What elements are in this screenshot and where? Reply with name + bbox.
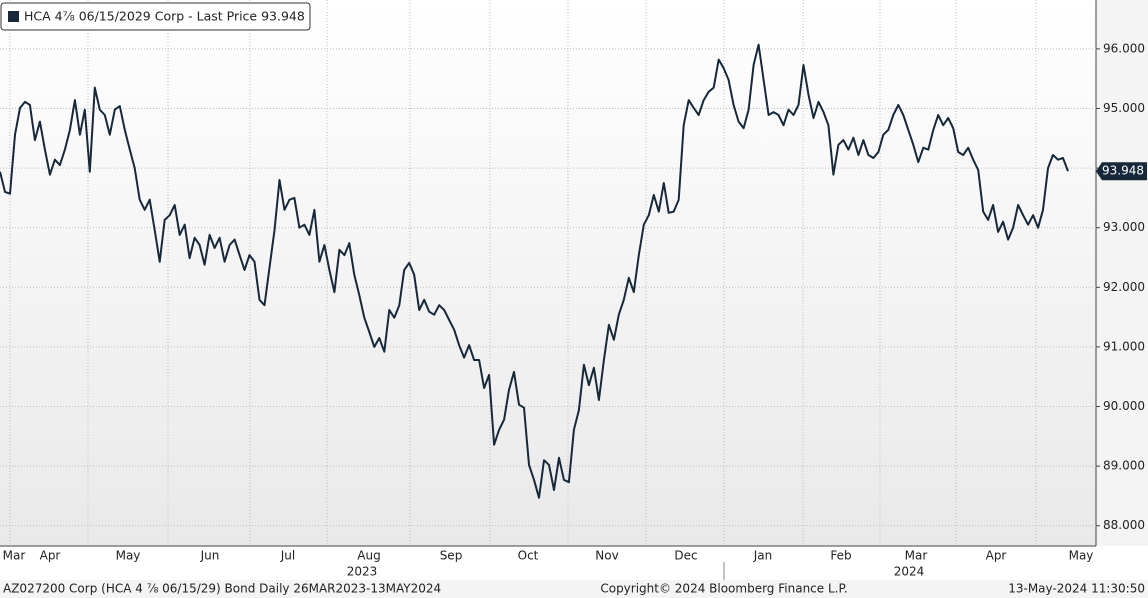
y-tick-label: 90.000: [1103, 399, 1145, 413]
y-tick-label: 88.000: [1103, 518, 1145, 532]
y-tick-label: 96.000: [1103, 41, 1145, 55]
x-tick-label: Mar: [905, 549, 928, 563]
x-tick-label: Jun: [200, 549, 220, 563]
x-tick-label: Feb: [830, 549, 851, 563]
y-tick-label: 93.000: [1103, 220, 1145, 234]
last-price-badge: [1096, 162, 1147, 181]
footer-left: AZ027200 Corp (HCA 4 ⅞ 06/15/29) Bond Da…: [3, 582, 441, 596]
footer-right: 13-May-2024 11:30:50: [1008, 582, 1145, 596]
plot-area: [0, 0, 1096, 546]
year-label: 2024: [894, 565, 925, 579]
x-tick-label: Apr: [986, 549, 1007, 563]
x-tick-label: Jan: [753, 549, 773, 563]
footer-center: Copyright© 2024 Bloomberg Finance L.P.: [600, 582, 847, 596]
x-tick-label: May: [1069, 549, 1094, 563]
y-axis-area: [1096, 0, 1148, 546]
footer: [0, 580, 1148, 598]
x-tick-label: Dec: [674, 549, 697, 563]
x-tick-label: May: [116, 549, 141, 563]
y-tick-label: 92.000: [1103, 280, 1145, 294]
legend-box: [0, 2, 311, 31]
y-tick-label: 89.000: [1103, 459, 1145, 473]
x-tick-label: Oct: [518, 549, 539, 563]
x-tick-label: Mar: [3, 549, 26, 563]
chart-title: HCA 4⅞ 06/15/2029 Corp - Last Price 93.9…: [24, 9, 305, 24]
last-price-label: 93.948: [1102, 164, 1144, 178]
x-tick-label: Apr: [40, 549, 61, 563]
y-tick-label: 95.000: [1103, 101, 1145, 115]
x-tick-label: Aug: [357, 549, 380, 563]
y-tick-label: 91.000: [1103, 339, 1145, 353]
x-tick-label: Jul: [280, 549, 295, 563]
year-label: 2023: [347, 565, 378, 579]
price-line: [0, 43, 1069, 499]
x-tick-label: Sep: [440, 549, 463, 563]
x-tick-label: Nov: [595, 549, 618, 563]
legend-swatch: [8, 11, 19, 22]
